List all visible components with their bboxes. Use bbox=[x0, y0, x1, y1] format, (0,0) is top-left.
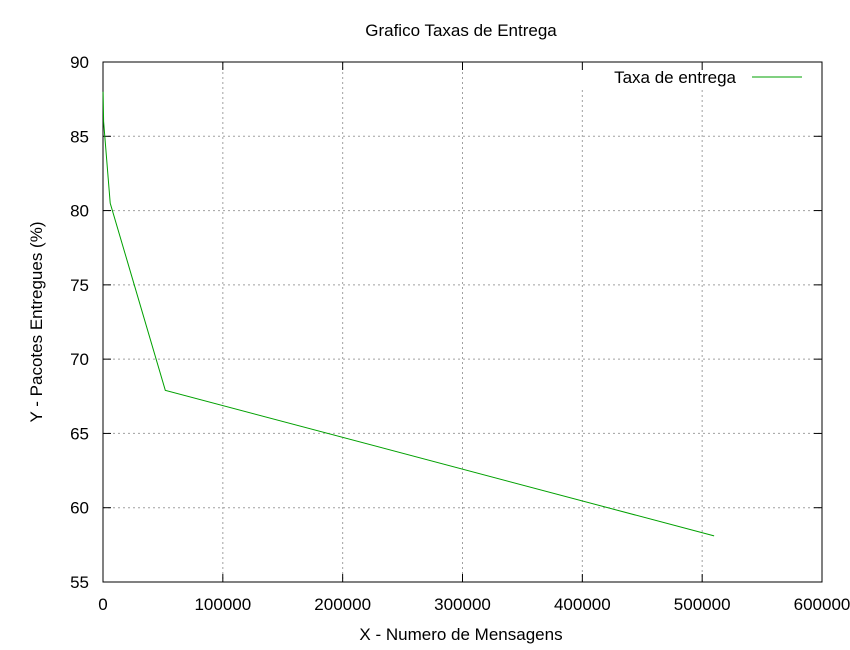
y-tick-label: 75 bbox=[70, 276, 89, 295]
x-tick-label: 500000 bbox=[674, 595, 731, 614]
series-layer bbox=[102, 91, 715, 537]
legend-label: Taxa de entrega bbox=[614, 68, 736, 87]
series-line bbox=[102, 91, 715, 537]
y-tick-label: 65 bbox=[70, 424, 89, 443]
x-tick-label: 400000 bbox=[554, 595, 611, 614]
x-tick-label: 600000 bbox=[794, 595, 850, 614]
x-tick-label: 200000 bbox=[314, 595, 371, 614]
legend: Taxa de entrega bbox=[614, 68, 802, 87]
y-tick-label: 70 bbox=[70, 350, 89, 369]
grid bbox=[103, 62, 822, 582]
x-tick-label: 300000 bbox=[434, 595, 491, 614]
chart-title: Grafico Taxas de Entrega bbox=[365, 21, 557, 40]
x-tick-label: 100000 bbox=[194, 595, 251, 614]
x-axis-label: X - Numero de Mensagens bbox=[359, 625, 562, 644]
axis-ticks: 55 60 65 70 75 80 85 90 0 100000 200000 300000 40000… bbox=[70, 53, 850, 614]
y-tick-label: 90 bbox=[70, 53, 89, 72]
y-tick-label: 60 bbox=[70, 499, 89, 518]
y-axis-label: Y - Pacotes Entregues (%) bbox=[27, 222, 46, 423]
y-tick-label: 80 bbox=[70, 202, 89, 221]
y-tick-label: 55 bbox=[70, 573, 89, 592]
x-tick-label: 0 bbox=[98, 595, 107, 614]
y-tick-label: 85 bbox=[70, 127, 89, 146]
